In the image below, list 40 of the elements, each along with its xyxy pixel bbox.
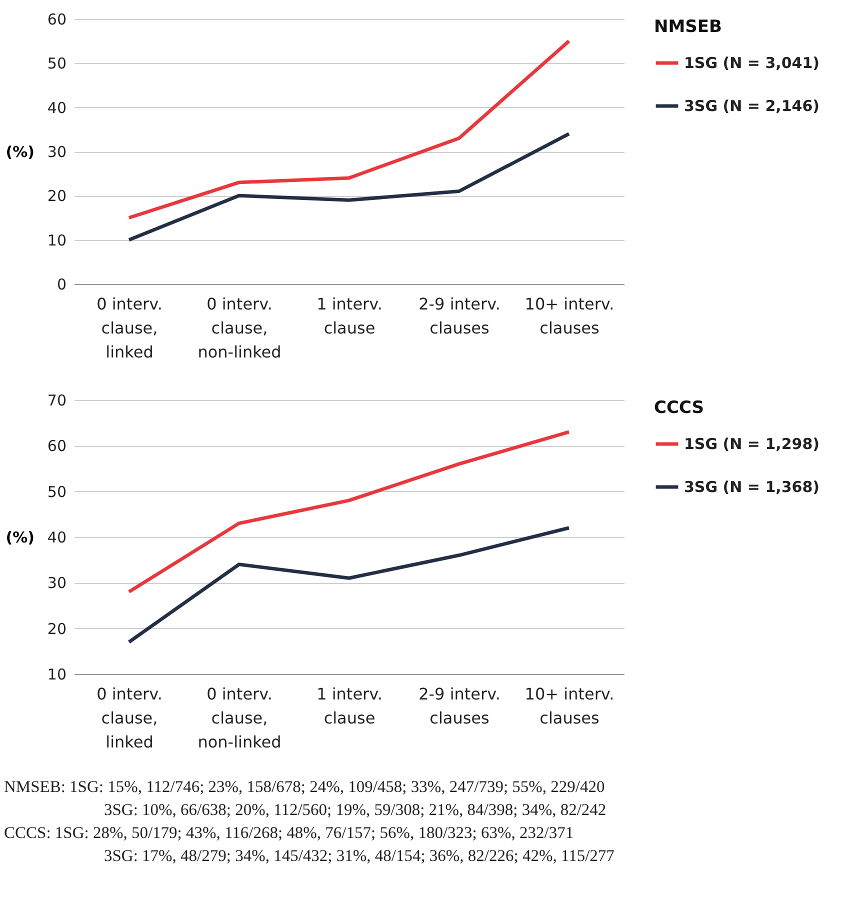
line-series	[127, 430, 571, 594]
text: 3SG: 10%, 66/638; 20%, 112/560; 19%, 59/308; 21%, 84/398; 34%, 82/242	[103, 799, 608, 821]
y-tick-label: 50	[47, 482, 66, 501]
y-tick-label: 50	[47, 54, 66, 73]
x-tick-label: 0 interv. clause, non-linked	[198, 684, 282, 752]
x-tick-label: 10+ interv. clauses	[524, 684, 614, 728]
x-tick-label: 1 interv. clause	[316, 294, 382, 338]
x-tick-label: 0 interv. clause, linked	[96, 294, 162, 362]
x-tick-label: 0 interv. clause, linked	[96, 684, 162, 752]
legend-label: 1SG (N = 3,041)	[684, 54, 820, 72]
y-axis-title: (%)	[6, 143, 34, 161]
y-tick-label: 20	[47, 187, 66, 206]
y-tick-label: 30	[47, 143, 66, 161]
legend-label: 1SG (N = 1,298)	[684, 435, 820, 453]
legend-title: NMSEB	[654, 17, 722, 37]
line-series	[127, 526, 571, 644]
y-tick-label: 10	[47, 231, 66, 250]
legend-label: 3SG (N = 2,146)	[684, 97, 820, 115]
y-tick-label: 30	[47, 574, 66, 592]
x-tick-label: 10+ interv. clauses	[524, 294, 614, 338]
x-tick-label: 0 interv. clause, non-linked	[198, 294, 282, 362]
text: CCCS: 1SG: 28%, 50/179; 43%, 116/268; 48%, 76/157; 56%, 180/323; 63%, 232/371	[4, 822, 575, 844]
text: NMSEB: 1SG: 15%, 112/746; 23%, 158/678; 24%, 109/458; 33%, 247/739; 55%, 229/420	[4, 776, 606, 798]
x-tick-label: 2-9 interv. clauses	[418, 684, 500, 728]
y-tick-label: 0	[56, 276, 66, 294]
x-tick-label: 1 interv. clause	[316, 684, 382, 728]
line-series	[127, 132, 571, 242]
line-series	[127, 39, 571, 220]
y-tick-label: 60	[47, 437, 66, 456]
y-tick-label: 20	[47, 620, 66, 638]
legend-title: CCCS	[654, 398, 704, 418]
y-tick-label: 40	[47, 528, 66, 546]
y-tick-label: 40	[47, 98, 66, 117]
y-tick-label: 70	[47, 392, 66, 410]
legend-label: 3SG (N = 1,368)	[684, 478, 820, 496]
y-tick-label: 10	[47, 666, 66, 684]
text: 3SG: 17%, 48/279; 34%, 145/432; 31%, 48/154; 36%, 82/226; 42%, 115/277	[103, 845, 616, 867]
y-axis-title: (%)	[6, 528, 34, 546]
y-tick-label: 60	[47, 10, 66, 28]
x-tick-label: 2-9 interv. clauses	[418, 294, 500, 338]
